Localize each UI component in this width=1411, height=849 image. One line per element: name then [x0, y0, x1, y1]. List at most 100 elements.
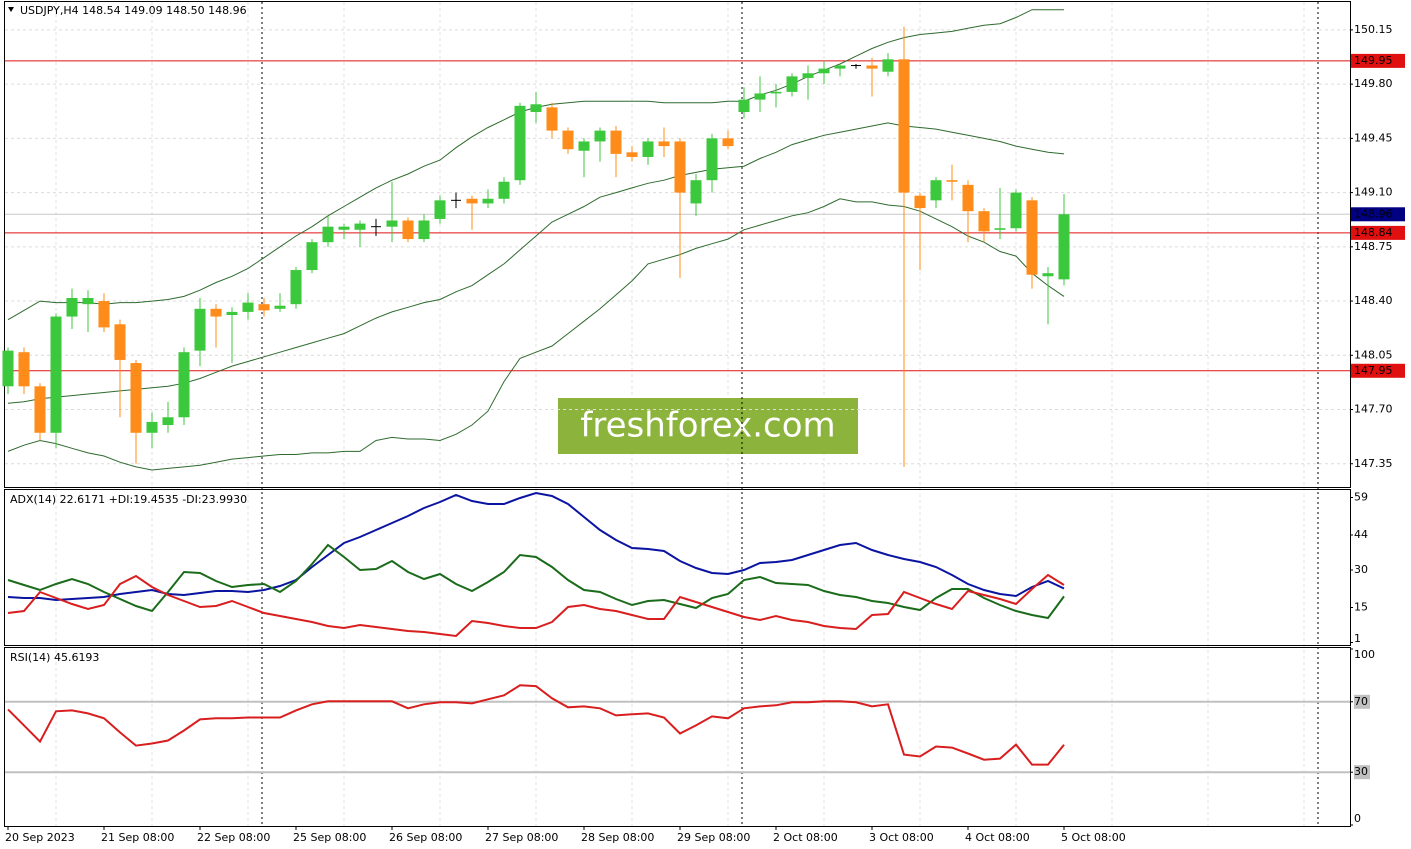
line	[7, 491, 1065, 602]
y-tick-label: 149.45	[1354, 131, 1393, 144]
candle-body	[738, 99, 750, 113]
candle-body	[546, 107, 558, 131]
line	[7, 684, 1065, 766]
x-tick-label: 25 Sep 08:00	[293, 831, 366, 844]
adx-panel	[4, 489, 1351, 646]
x-tick-label: 20 Sep 2023	[5, 831, 75, 844]
candle-body	[578, 141, 590, 151]
candle-body	[786, 76, 798, 92]
candle-body	[866, 65, 878, 69]
candle-body	[498, 181, 510, 199]
y-tick-label: 44	[1354, 528, 1368, 541]
candle-body	[562, 130, 574, 150]
candle-body	[770, 91, 782, 94]
candle-body	[834, 65, 846, 69]
y-tick-label: 59	[1354, 491, 1368, 504]
candle-body	[802, 73, 814, 78]
level-label: 147.95	[1354, 364, 1393, 377]
line	[7, 573, 1065, 638]
candle-body	[882, 59, 894, 72]
candle-body	[482, 198, 494, 204]
candle-body	[418, 220, 430, 240]
candle-body	[930, 180, 942, 201]
main-panel	[4, 1, 1351, 488]
candle-body	[178, 352, 190, 418]
candle-body	[18, 352, 30, 387]
level-label: 149.95	[1354, 54, 1393, 67]
y-tick-label: 148.05	[1354, 348, 1393, 361]
line	[7, 198, 1065, 471]
candle-body	[674, 141, 686, 193]
candle-body	[1042, 273, 1054, 277]
last-price-label: 148.96	[1354, 207, 1393, 220]
rsi-panel	[4, 647, 1351, 827]
candle-body	[466, 198, 478, 204]
x-tick-label: 26 Sep 08:00	[389, 831, 462, 844]
candle-body	[210, 308, 222, 317]
candle-body	[114, 324, 126, 360]
y-tick-label: 149.10	[1354, 186, 1393, 199]
y-tick-label: 147.70	[1354, 403, 1393, 416]
candle-body	[338, 226, 350, 230]
candle-body	[386, 220, 398, 227]
candle-body	[642, 141, 654, 157]
level-label-bg	[1354, 765, 1370, 780]
candle-body	[594, 130, 606, 142]
x-tick-label: 28 Sep 08:00	[581, 831, 654, 844]
level-label-bg	[1351, 363, 1405, 378]
candle-body	[226, 311, 238, 316]
x-tick-label: 29 Sep 08:00	[677, 831, 750, 844]
candle-body	[1058, 214, 1070, 280]
candle-body	[690, 180, 702, 204]
y-tick-label: 148.40	[1354, 294, 1393, 307]
candle-body	[962, 184, 974, 212]
main-title: USDJPY,H4 148.54 149.09 148.50 148.96	[20, 4, 247, 17]
x-tick-label: 27 Sep 08:00	[485, 831, 558, 844]
watermark-box	[558, 398, 858, 454]
candle-body	[34, 386, 46, 433]
candle-body	[98, 301, 110, 328]
candle-body	[306, 242, 318, 271]
y-tick-label: 100	[1354, 648, 1375, 661]
y-tick-label: 148.75	[1354, 240, 1393, 253]
candle-body	[914, 195, 926, 209]
line	[7, 543, 1065, 620]
candle-body	[706, 138, 718, 181]
candle-body	[754, 93, 766, 100]
y-tick-label: 149.80	[1354, 77, 1393, 90]
menu-arrow	[8, 7, 14, 12]
candle-body	[610, 130, 622, 154]
candle-body	[2, 350, 14, 387]
x-tick-label: 2 Oct 08:00	[773, 831, 838, 844]
candle-body	[66, 297, 78, 317]
level-label: 148.84	[1354, 226, 1393, 239]
x-tick-label: 21 Sep 08:00	[101, 831, 174, 844]
candle-body	[994, 228, 1006, 230]
candle-body	[194, 308, 206, 351]
candle-body	[290, 270, 302, 305]
y-tick-label: 15	[1354, 601, 1368, 614]
candle-body	[530, 104, 542, 113]
y-tick-label: 0	[1354, 812, 1361, 825]
candle-body	[50, 316, 62, 433]
candle-body	[946, 180, 958, 182]
candle-body	[322, 226, 334, 243]
candle-body	[402, 220, 414, 240]
y-tick-label: 147.35	[1354, 457, 1393, 470]
rsi-title: RSI(14) 45.6193	[10, 651, 99, 664]
x-tick-label: 3 Oct 08:00	[869, 831, 934, 844]
adx-title: ADX(14) 22.6171 +DI:19.4535 -DI:23.9930	[10, 493, 247, 506]
level-label-bg	[1351, 53, 1405, 68]
vertical-grid	[55, 2, 1305, 826]
candle-body	[658, 141, 670, 147]
x-tick-label: 5 Oct 08:00	[1061, 831, 1126, 844]
candle-body	[722, 138, 734, 147]
x-tick-label: 4 Oct 08:00	[965, 831, 1030, 844]
candle-body	[1026, 200, 1038, 275]
candle-body	[514, 105, 526, 181]
candle-body	[434, 200, 446, 219]
candle-body	[626, 152, 638, 157]
level-label-bg	[1351, 225, 1405, 240]
level-label-bg	[1354, 694, 1370, 709]
